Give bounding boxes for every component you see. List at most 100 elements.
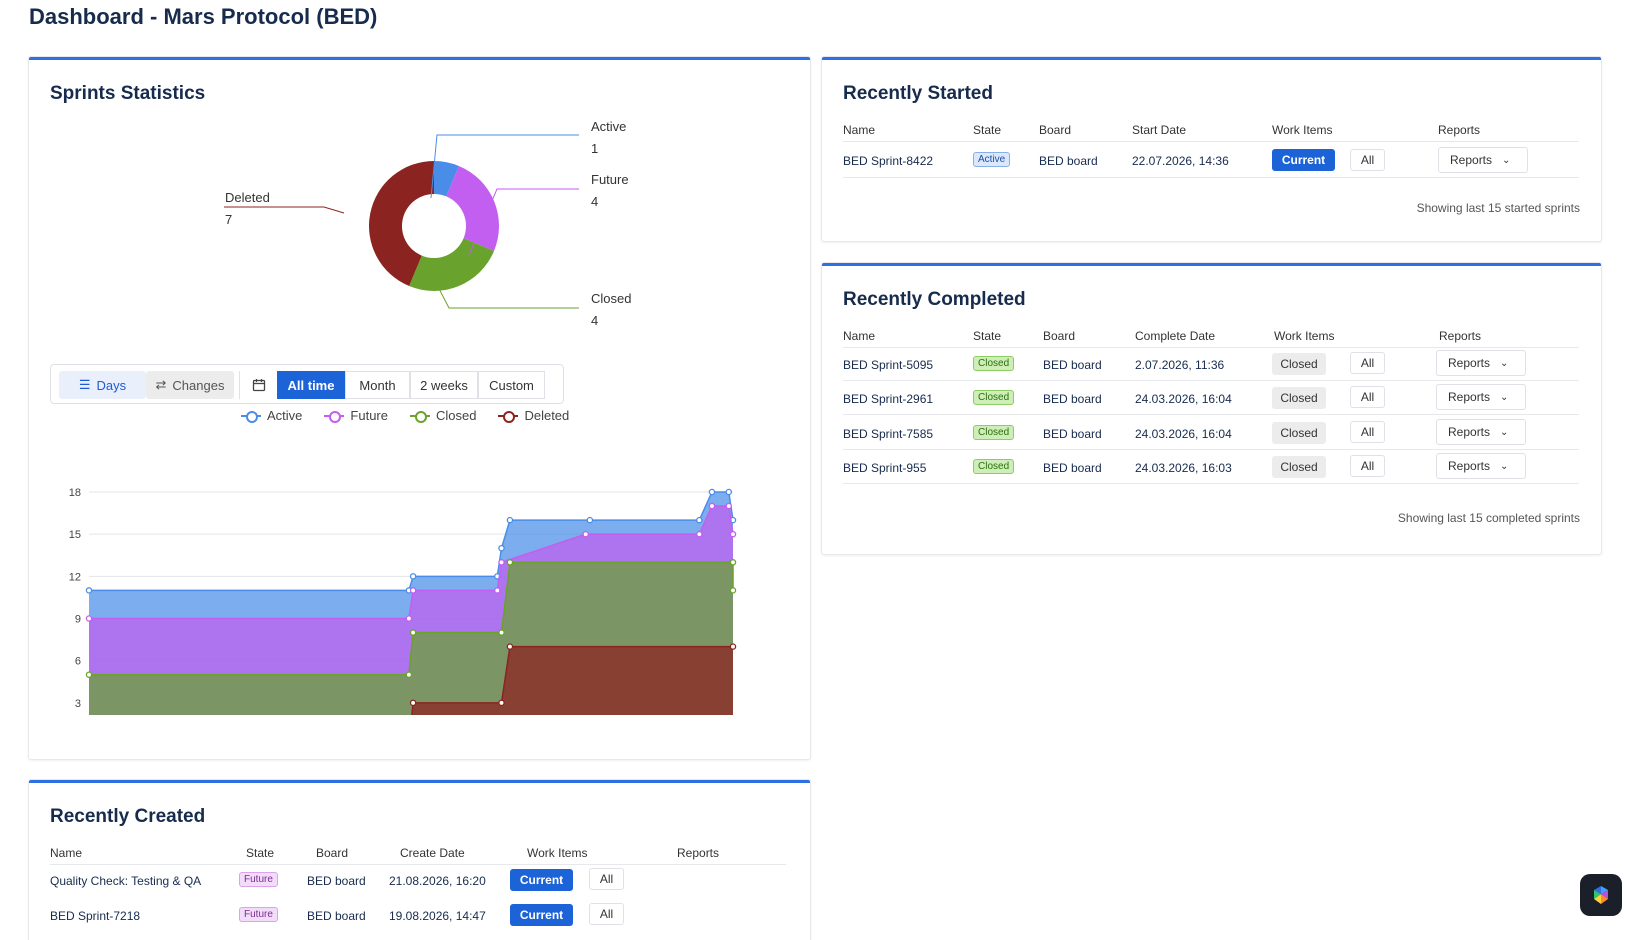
legend-future[interactable]: Future (324, 408, 388, 423)
donut-slices (369, 161, 499, 291)
complete-date: 24.03.2026, 16:04 (1135, 427, 1232, 441)
point-closed (729, 587, 737, 594)
reports-label: Reports (1448, 356, 1491, 370)
reports-label: Reports (1450, 153, 1493, 167)
deleted-leader-line (224, 206, 345, 214)
legend-closed-label: Closed (435, 408, 477, 423)
row-divider (843, 414, 1579, 415)
sprint-name: BED Sprint-7585 (843, 427, 934, 441)
all-button[interactable]: All (1350, 421, 1385, 443)
all-button[interactable]: All (1350, 352, 1385, 374)
reports-dropdown[interactable]: Reports ⌄ (1436, 453, 1526, 479)
start-date: 22.07.2026, 14:36 (1132, 154, 1229, 168)
point-closed (729, 559, 737, 566)
donut-slice-active[interactable] (434, 161, 459, 197)
days-label: Days (96, 377, 127, 393)
closed-work-items-button[interactable]: Closed (1272, 456, 1326, 478)
complete-date: 24.03.2026, 16:04 (1135, 392, 1232, 406)
all-button[interactable]: All (1350, 455, 1385, 477)
y-tick-label: 18 (69, 487, 81, 499)
donut-slice-deleted[interactable] (369, 161, 434, 287)
point-active (506, 516, 514, 524)
all-button[interactable]: All (1350, 386, 1385, 408)
all-button[interactable]: All (589, 868, 624, 890)
all-button[interactable]: All (589, 903, 624, 925)
days-toggle[interactable]: ☰ Days (59, 371, 146, 399)
future-leader-line (468, 188, 579, 256)
legend-active[interactable]: Active (241, 408, 302, 423)
point-future (696, 530, 703, 538)
closed-work-items-button[interactable]: Closed (1272, 422, 1326, 444)
col-start-date: Start Date (1132, 123, 1187, 137)
point-future (729, 530, 737, 538)
app-launcher-icon[interactable] (1580, 874, 1622, 916)
point-active (498, 544, 505, 552)
status-badge: Closed (973, 459, 1015, 474)
current-button[interactable]: Current (1272, 149, 1335, 171)
reports-dropdown[interactable]: Reports ⌄ (1438, 147, 1528, 173)
point-active (696, 516, 703, 524)
y-tick-label: 6 (75, 656, 81, 668)
board-name: BED board (1043, 358, 1102, 372)
all-button[interactable]: All (1350, 149, 1385, 171)
status-badge: Closed (973, 356, 1015, 371)
reports-dropdown[interactable]: Reports ⌄ (1436, 384, 1526, 410)
board-name: BED board (1043, 427, 1102, 441)
col-create-date: Create Date (400, 846, 465, 860)
point-future (409, 587, 417, 594)
sprint-name: BED Sprint-955 (843, 461, 927, 475)
legend-deleted[interactable]: Deleted (498, 408, 569, 423)
col-board: Board (1039, 123, 1072, 137)
status-badge: Active (973, 152, 1011, 167)
y-tick-label: 3 (75, 698, 81, 710)
recently-completed-card: Recently Completed Name State Board Comp… (822, 263, 1601, 554)
row-divider (843, 177, 1579, 178)
status-badge: Closed (973, 390, 1015, 405)
board-name: BED board (307, 909, 366, 923)
sprint-name: BED Sprint-5095 (843, 358, 934, 372)
line-deleted (411, 645, 733, 715)
col-complete-date: Complete Date (1135, 329, 1216, 343)
chevron-down-icon: ⌄ (1500, 391, 1509, 403)
board-name: BED board (307, 874, 366, 888)
donut-slice-closed[interactable] (409, 238, 495, 291)
started-footnote: Showing last 15 started sprints (1416, 201, 1580, 215)
range-month[interactable]: Month (345, 371, 410, 399)
legend-deleted-label: Deleted (524, 408, 570, 423)
point-closed (506, 559, 514, 566)
recently-completed-title: Recently Completed (843, 289, 1026, 310)
recently-created-title: Recently Created (50, 806, 206, 827)
range-all-time[interactable]: All time (277, 371, 345, 399)
changes-label: Changes (172, 377, 225, 393)
swap-icon: ⇄ (155, 377, 167, 392)
chart-toolbar: ☰ Days ⇄ Changes All time Month 2 weeks … (50, 364, 564, 404)
donut-chart: Active 1 Future 4 Closed 4 Deleted 7 (179, 115, 699, 345)
reports-label: Reports (1448, 425, 1491, 439)
complete-date: 2.07.2026, 11:36 (1135, 358, 1225, 372)
point-future (85, 615, 93, 622)
range-2-weeks[interactable]: 2 weeks (410, 371, 478, 399)
toolbar-divider (239, 371, 240, 399)
status-badge: Future (239, 872, 278, 887)
donut-slice-future[interactable] (446, 165, 499, 251)
current-button[interactable]: Current (510, 869, 573, 891)
status-badge: Future (239, 907, 278, 922)
current-button[interactable]: Current (510, 904, 573, 926)
active-leader-line (430, 134, 579, 199)
donut-count-future: 4 (591, 194, 599, 209)
board-name: BED board (1043, 392, 1102, 406)
reports-dropdown[interactable]: Reports ⌄ (1436, 419, 1526, 445)
closed-work-items-button[interactable]: Closed (1272, 387, 1326, 409)
calendar-icon[interactable] (247, 371, 271, 399)
donut-count-deleted: 7 (225, 212, 233, 227)
closed-work-items-button[interactable]: Closed (1272, 353, 1326, 375)
board-name: BED board (1043, 461, 1102, 475)
legend-closed[interactable]: Closed (409, 408, 477, 423)
range-custom[interactable]: Custom (478, 371, 545, 399)
col-state: State (246, 846, 275, 860)
changes-toggle[interactable]: ⇄ Changes (146, 371, 234, 399)
reports-dropdown[interactable]: Reports ⌄ (1436, 350, 1526, 376)
recently-started-card: Recently Started Name State Board Start … (822, 57, 1601, 241)
donut-label-closed: Closed (591, 291, 632, 306)
sprint-name: BED Sprint-8422 (843, 154, 934, 168)
